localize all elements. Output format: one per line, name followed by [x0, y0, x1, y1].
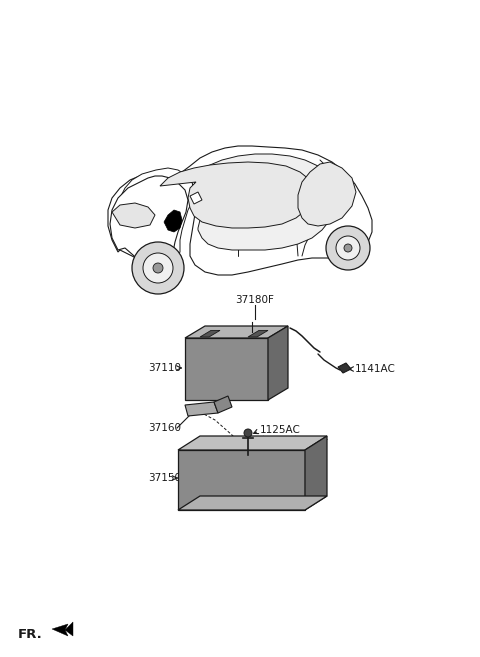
Circle shape [153, 263, 163, 273]
Circle shape [132, 242, 184, 294]
Text: FR.: FR. [18, 629, 43, 641]
Polygon shape [185, 326, 288, 338]
Polygon shape [52, 622, 73, 636]
Polygon shape [178, 496, 327, 510]
Polygon shape [194, 154, 338, 250]
Text: 37110: 37110 [148, 363, 181, 373]
Circle shape [326, 226, 370, 270]
Polygon shape [200, 330, 220, 337]
Polygon shape [118, 168, 194, 265]
Polygon shape [178, 450, 305, 510]
Circle shape [244, 429, 252, 437]
Polygon shape [185, 402, 218, 416]
Polygon shape [112, 203, 155, 228]
Text: 1141AC: 1141AC [355, 364, 396, 374]
Polygon shape [268, 326, 288, 400]
Text: 1125AC: 1125AC [260, 425, 301, 435]
Polygon shape [190, 192, 202, 204]
Polygon shape [108, 146, 372, 275]
Polygon shape [178, 436, 327, 450]
Polygon shape [214, 396, 232, 413]
Polygon shape [185, 338, 268, 400]
Polygon shape [298, 162, 356, 226]
Text: 37160: 37160 [148, 423, 181, 433]
Circle shape [143, 253, 173, 283]
Polygon shape [305, 436, 327, 510]
Circle shape [344, 244, 352, 252]
Text: 37180F: 37180F [236, 295, 275, 305]
Polygon shape [164, 210, 182, 232]
Polygon shape [160, 162, 314, 228]
Circle shape [336, 236, 360, 260]
Polygon shape [110, 176, 188, 270]
Polygon shape [338, 363, 351, 373]
Polygon shape [248, 330, 268, 337]
Text: 37150: 37150 [148, 473, 181, 483]
